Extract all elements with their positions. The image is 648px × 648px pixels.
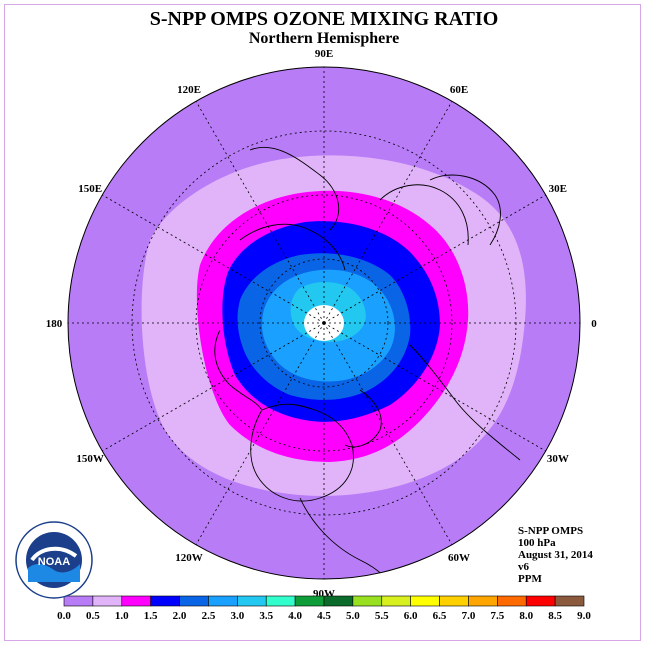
longitude-label: 120W xyxy=(175,552,203,564)
colorbar-swatch xyxy=(265,595,296,607)
noaa-logo: NOAA xyxy=(14,520,94,600)
colorbar-swatch xyxy=(439,595,469,607)
colorbar-tick-label: 8.5 xyxy=(548,610,562,622)
latitude-circle xyxy=(195,194,453,452)
colorbar-tick-label: 7.0 xyxy=(462,610,476,622)
metadata-block: S-NPP OMPS 100 hPa August 31, 2014 v6 PP… xyxy=(518,525,593,585)
version-label: v6 xyxy=(518,561,529,573)
colorbar-swatch xyxy=(208,595,238,607)
colorbar-swatch xyxy=(179,595,209,607)
colorbar-swatch xyxy=(294,595,325,607)
longitude-label: 0 xyxy=(591,318,597,330)
colorbar-tick-label: 5.0 xyxy=(346,610,360,622)
longitude-label: 90E xyxy=(315,48,333,60)
date-label: August 31, 2014 xyxy=(518,549,593,561)
coastline xyxy=(239,223,346,271)
colorbar-tick-label: 2.5 xyxy=(202,610,216,622)
colorbar-tick-label: 1.0 xyxy=(115,610,129,622)
colorbar-tick-label: 6.0 xyxy=(404,610,418,622)
colorbar-swatch xyxy=(323,595,354,607)
colorbar-tick-label: 2.0 xyxy=(173,610,187,622)
ozone-field xyxy=(68,67,580,579)
longitude-label: 60E xyxy=(450,84,468,96)
colorbar-swatch xyxy=(121,595,151,607)
coastline xyxy=(429,174,501,246)
colorbar-tick-label: 4.0 xyxy=(288,610,302,622)
longitude-label: 60W xyxy=(448,552,470,564)
coastline xyxy=(299,497,397,579)
map-subtitle: Northern Hemisphere xyxy=(248,30,400,47)
colorbar-swatch xyxy=(92,595,123,607)
colorbar: 0.0 0.5 1.0 1.5 2.0 2.5 3.0 3.5 4.0 4.5 5.0 5.5 6.0 6… xyxy=(57,595,591,622)
map-boundary xyxy=(67,66,581,580)
colorbar-swatch xyxy=(410,595,440,607)
units-label: PPM xyxy=(518,573,542,585)
colorbar-swatch xyxy=(381,595,411,607)
coastline xyxy=(214,329,263,411)
noaa-logo-text: NOAA xyxy=(38,556,70,568)
colorbar-tick-label: 7.5 xyxy=(490,610,504,622)
latitude-circle xyxy=(259,258,389,388)
figure-frame xyxy=(4,4,641,641)
colorbar-swatch xyxy=(468,595,498,607)
coastline xyxy=(249,146,340,231)
pressure-level: 100 hPa xyxy=(518,537,556,549)
colorbar-tick-label: 3.0 xyxy=(230,610,244,622)
graticule xyxy=(68,67,580,579)
coastline xyxy=(409,344,521,461)
coastlines xyxy=(214,146,521,579)
colorbar-swatch xyxy=(554,595,585,607)
map-title: S-NPP OMPS OZONE MIXING RATIO xyxy=(149,8,499,30)
colorbar-swatch xyxy=(497,595,527,607)
colorbar-tick-label: 1.5 xyxy=(144,610,158,622)
longitude-label: 150W xyxy=(76,453,104,465)
colorbar-tick-label: 8.0 xyxy=(519,610,533,622)
colorbar-swatch xyxy=(352,595,383,607)
colorbar-swatch xyxy=(150,595,180,607)
colorbar-swatch xyxy=(237,595,267,607)
instrument-label: S-NPP OMPS xyxy=(518,525,584,537)
colorbar-tick-label: 3.5 xyxy=(259,610,273,622)
longitude-label: 30E xyxy=(549,183,567,195)
coastline xyxy=(344,389,382,448)
longitude-label: 180 xyxy=(46,318,63,330)
colorbar-tick-label: 6.5 xyxy=(433,610,447,622)
longitude-label: 30W xyxy=(547,453,569,465)
coastline xyxy=(379,184,469,246)
colorbar-tick-label: 0.0 xyxy=(57,610,71,622)
colorbar-tick-label: 9.0 xyxy=(577,610,591,622)
colorbar-swatch xyxy=(525,595,556,607)
colorbar-tick-label: 0.5 xyxy=(86,610,100,622)
coastline xyxy=(250,403,354,502)
colorbar-tick-label: 4.5 xyxy=(317,610,331,622)
colorbar-tick-label: 5.5 xyxy=(375,610,389,622)
longitude-label: 120E xyxy=(177,84,201,96)
longitude-label: 150E xyxy=(78,183,102,195)
